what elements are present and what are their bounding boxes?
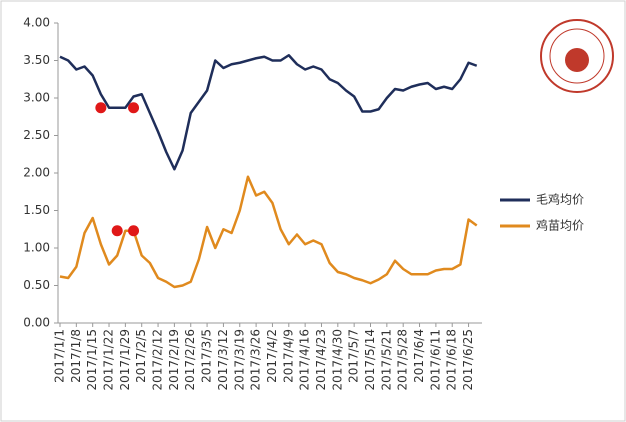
y-tick-label: 3.50 [23,53,50,67]
y-tick-label: 0.50 [23,278,50,292]
y-tick-label: 1.50 [23,203,50,217]
x-tick-label: 2017/2/12 [151,329,165,391]
x-tick-label: 2017/4/9 [281,329,295,383]
highlight-point [95,102,107,114]
x-tick-label: 2017/4/23 [314,329,328,391]
x-tick-label: 2017/1/15 [85,329,99,391]
x-tick-label: 2017/3/12 [216,329,230,391]
x-tick-label: 2017/3/26 [249,329,263,391]
x-tick-label: 2017/4/2 [265,329,279,383]
y-tick-label: 4.00 [23,16,50,30]
y-tick-label: 2.50 [23,128,50,142]
y-tick-label: 1.00 [23,241,50,255]
x-tick-label: 2017/6/4 [412,329,426,383]
x-tick-label: 2017/2/26 [183,329,197,391]
x-tick-label: 2017/2/19 [167,329,181,391]
x-tick-label: 2017/5/14 [363,329,377,391]
y-tick-label: 3.00 [23,91,50,105]
x-tick-label: 2017/1/22 [102,329,116,391]
x-tick-label: 2017/2/5 [134,329,148,383]
x-tick-label: 2017/6/18 [445,329,459,391]
x-tick-label: 2017/5/7 [347,329,361,383]
x-tick-label: 2017/3/19 [232,329,246,391]
x-tick-label: 2017/6/11 [428,329,442,391]
x-tick-label: 2017/1/8 [69,329,83,383]
highlight-point [128,102,140,114]
legend-label: 毛鸡均价 [536,192,584,207]
highlight-point [128,225,140,237]
logo [540,19,614,93]
series-line [59,54,478,171]
x-tick-label: 2017/1/1 [53,329,67,383]
x-tick-label: 2017/4/30 [330,329,344,391]
x-tick-label: 2017/4/16 [298,329,312,391]
highlight-point [111,225,123,237]
x-tick-label: 2017/3/5 [200,329,214,383]
x-tick-label: 2017/6/25 [461,329,475,391]
x-tick-label: 2017/5/28 [396,329,410,391]
y-tick-label: 2.00 [23,166,50,180]
x-tick-label: 2017/5/21 [379,329,393,391]
legend-label: 鸡苗均价 [536,218,584,233]
x-tick-label: 2017/1/29 [118,329,132,391]
y-tick-label: 0.00 [23,316,50,330]
